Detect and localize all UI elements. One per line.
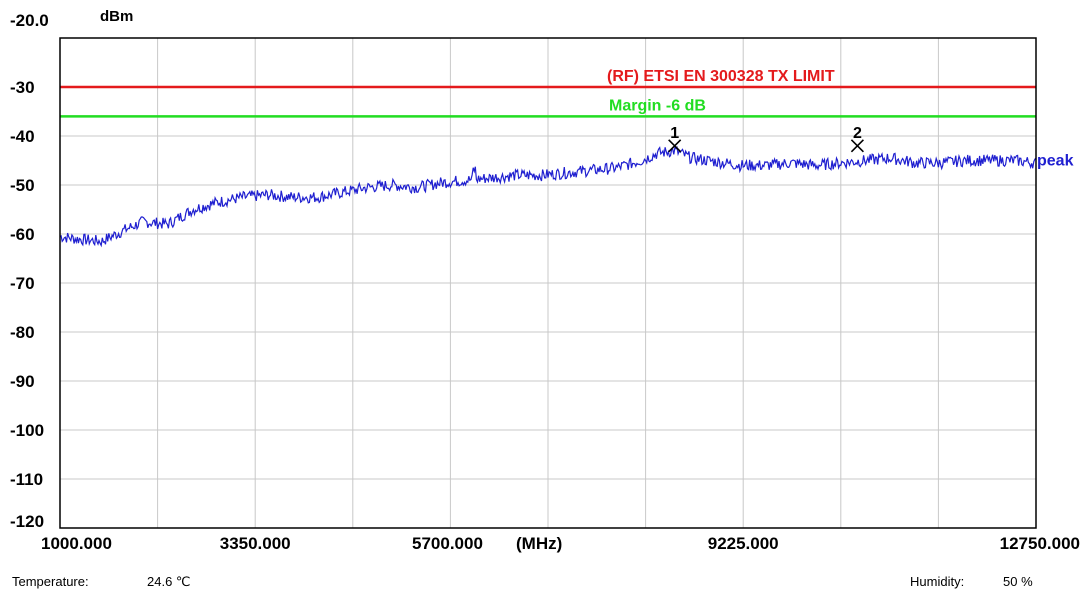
y-tick-label: -120 bbox=[10, 512, 44, 531]
trace-peak bbox=[59, 145, 1037, 248]
trace-label: peak bbox=[1037, 153, 1074, 170]
x-tick-label: 9225.000 bbox=[708, 534, 779, 553]
marker-label: 2 bbox=[853, 125, 862, 142]
y-tick-label: -70 bbox=[10, 274, 35, 293]
marker-label: 1 bbox=[670, 125, 679, 142]
x-tick-label: 5700.000 bbox=[412, 534, 483, 553]
y-tick-label: -80 bbox=[10, 323, 35, 342]
marker: 2 bbox=[850, 125, 864, 153]
y-tick-label: -50 bbox=[10, 176, 35, 195]
y-tick-label: -20.0 bbox=[10, 11, 49, 30]
y-tick-label: -30 bbox=[10, 78, 35, 97]
temperature-label: Temperature: bbox=[12, 574, 89, 589]
limit-line-label: (RF) ETSI EN 300328 TX LIMIT bbox=[607, 68, 835, 85]
limit-lines: (RF) ETSI EN 300328 TX LIMIT Margin -6 dB bbox=[60, 68, 1036, 118]
y-tick-label: -40 bbox=[10, 127, 35, 146]
temperature-value: 24.6 ℃ bbox=[147, 574, 191, 589]
marker-cross bbox=[850, 139, 864, 153]
humidity-value: 50 % bbox=[1003, 574, 1033, 589]
axis-tick-labels: -20.0 -30 -40 -50 -60 -70 -80 -90 -100 -110 -120 10… bbox=[10, 11, 1080, 553]
x-tick-label: 3350.000 bbox=[220, 534, 291, 553]
y-tick-label: -100 bbox=[10, 421, 44, 440]
humidity-label: Humidity: bbox=[910, 574, 965, 589]
marker: 1 bbox=[668, 125, 682, 153]
y-tick-label: -60 bbox=[10, 225, 35, 244]
marker-cross bbox=[668, 139, 682, 153]
y-tick-label: -90 bbox=[10, 372, 35, 391]
plot-frame bbox=[59, 37, 1037, 529]
y-tick-label: -110 bbox=[10, 470, 43, 489]
x-tick-label: 1000.000 bbox=[41, 534, 112, 553]
x-axis-unit: (MHz) bbox=[516, 534, 562, 553]
x-tick-label: 12750.000 bbox=[1000, 534, 1080, 553]
margin-line-label: Margin -6 dB bbox=[609, 97, 706, 114]
y-axis-unit: dBm bbox=[100, 8, 133, 25]
grid-lines bbox=[60, 38, 1036, 528]
trace-layer: peak bbox=[59, 145, 1074, 248]
